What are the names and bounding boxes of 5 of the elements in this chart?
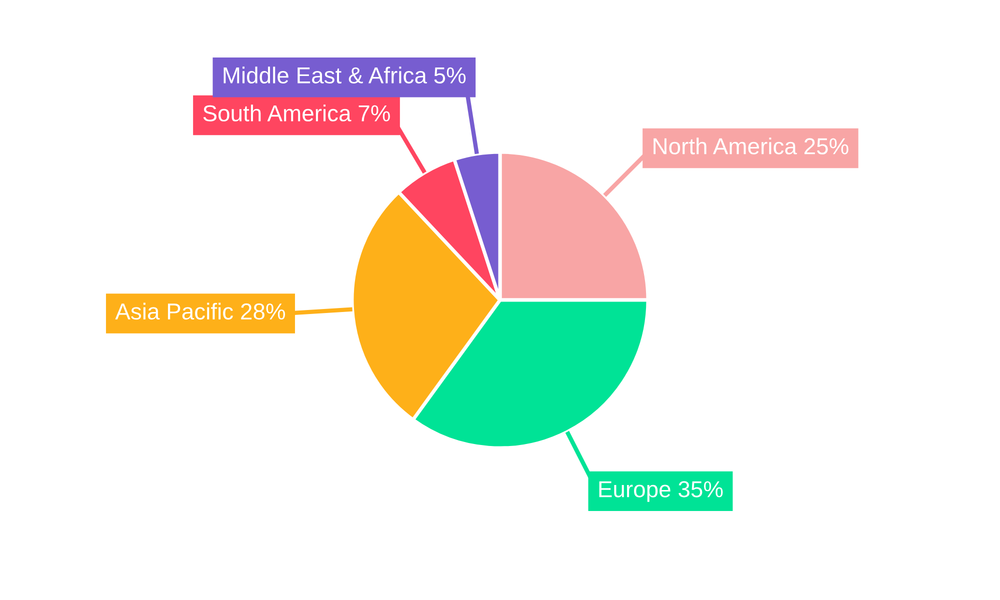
slice-label: North America 25% [654, 138, 848, 154]
slice-label: South America 7% [203, 104, 390, 122]
slice-label: Europe 35% [599, 481, 723, 502]
slice-label: Asia Pacific 28% [115, 302, 286, 320]
slice-label: Middle East & Africa 5% [224, 66, 466, 84]
